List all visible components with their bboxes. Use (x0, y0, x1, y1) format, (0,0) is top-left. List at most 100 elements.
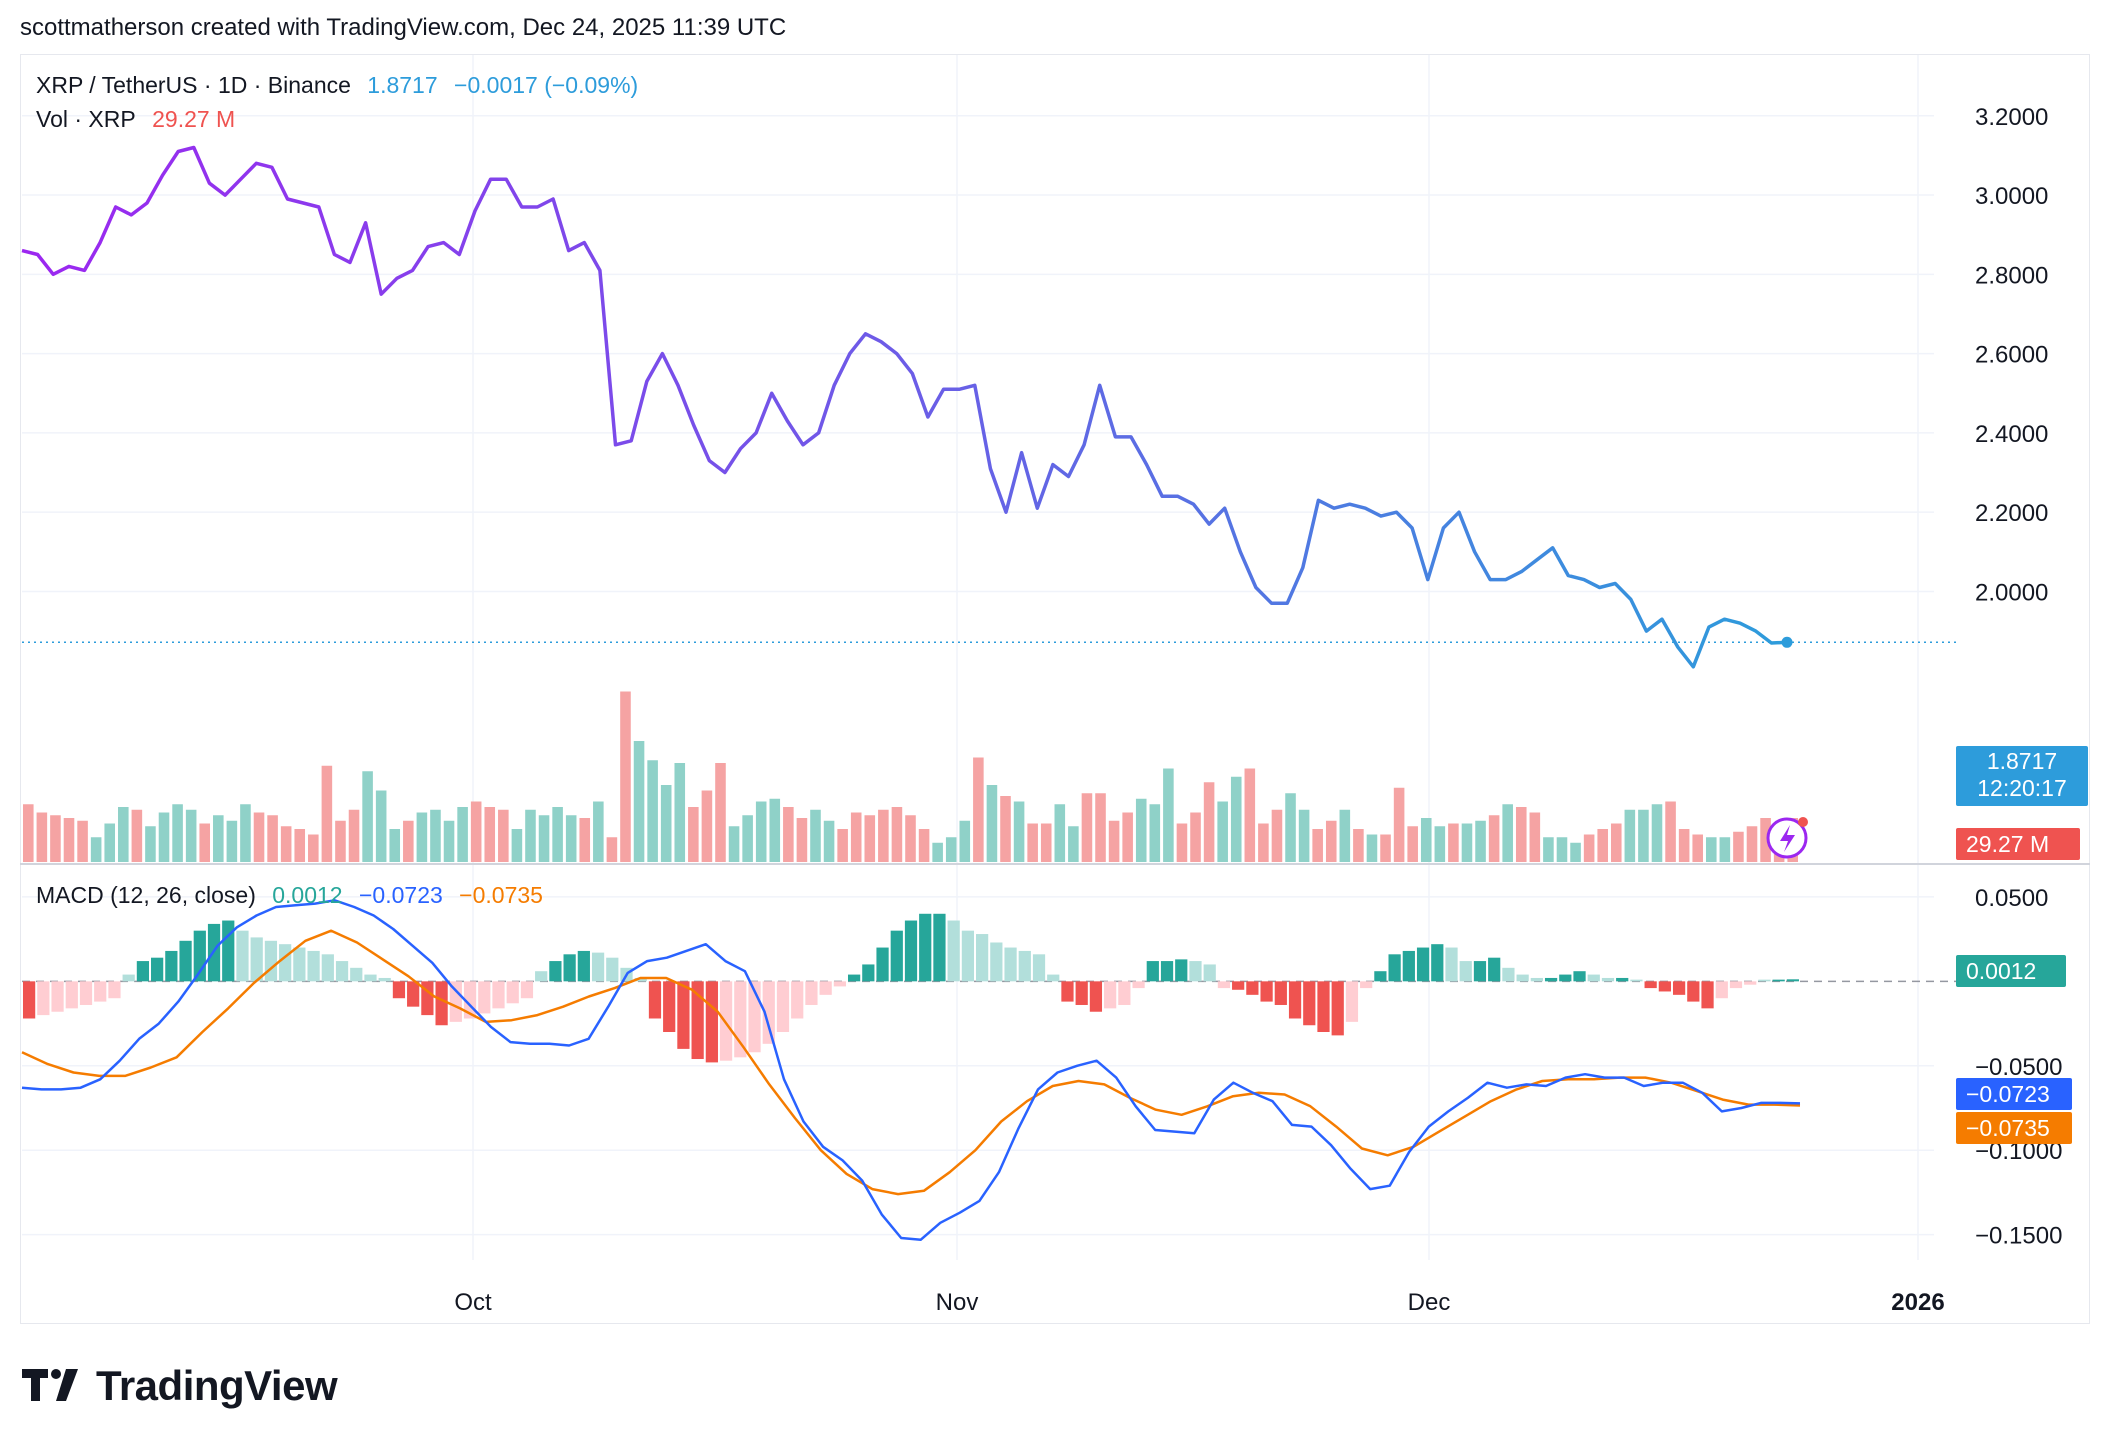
time-axis-label-0: Oct (454, 1289, 492, 1316)
macd-label[interactable]: MACD (12, 26, close) (36, 882, 256, 908)
macd-hist-bar (1587, 974, 1600, 982)
price-axis-label-4: 2.4000 (1975, 421, 2048, 448)
volume-bar (918, 829, 930, 862)
macd-hist-bar (1345, 981, 1359, 1022)
macd-axis-label-3: −0.1500 (1975, 1223, 2062, 1250)
volume-bar (1027, 823, 1038, 862)
tradingview-logo[interactable]: TradingView (22, 1362, 338, 1410)
macd-hist-bar (293, 947, 306, 982)
volume-bar (945, 837, 957, 862)
macd-hist-bar (65, 981, 78, 1009)
macd-hist-bar (94, 981, 107, 1002)
macd-hist-bar (321, 954, 334, 982)
volume-bar (1040, 823, 1052, 862)
macd-hist-bar (1445, 947, 1458, 982)
macd-hist-bar (222, 920, 235, 982)
macd-hist-bar (1089, 981, 1103, 1012)
volume-bar (1217, 801, 1228, 862)
macd-hist-bar (279, 944, 292, 982)
volume-bar (23, 804, 34, 862)
macd-hist-bar (264, 940, 278, 982)
volume-bar (1163, 768, 1174, 862)
price-axis-label-1: 3.0000 (1975, 183, 2048, 210)
volume-bar (308, 834, 319, 862)
volume-bar (1420, 818, 1432, 862)
volume-bar (240, 804, 251, 862)
volume-bar (1380, 834, 1391, 862)
volume-bar (1353, 829, 1364, 862)
macd-hist-bar (805, 981, 818, 1005)
volume-bar (1475, 820, 1486, 862)
macd-hist-value: 0.0012 (272, 882, 343, 908)
volume-bar (1448, 823, 1459, 862)
macd-hist-bar (677, 981, 690, 1049)
macd-hist-bar (663, 981, 676, 1032)
volume-bar (905, 815, 916, 862)
macd-hist-bar (307, 950, 320, 982)
last-price-marker (1781, 636, 1793, 648)
symbol-label[interactable]: XRP / TetherUS · 1D · Binance (36, 72, 351, 98)
volume-bar (375, 790, 387, 862)
price-axis-label-0: 3.2000 (1975, 104, 2048, 131)
volume-bar (1638, 809, 1649, 862)
volume-bar (878, 809, 889, 862)
volume-bar (688, 807, 699, 862)
volume-bar (1556, 837, 1568, 862)
macd-hist-bar (1630, 979, 1643, 982)
volume-bar (538, 815, 550, 862)
macd-hist-bar (250, 937, 263, 982)
volume-bar (457, 807, 468, 862)
macd-hist-bar (1744, 981, 1757, 985)
macd-hist-bar (833, 981, 846, 987)
macd-hist-bar (1075, 981, 1088, 1005)
volume-bar (565, 815, 577, 862)
macd-hist-bar (392, 981, 406, 999)
macd-hist-bar (1288, 981, 1302, 1019)
macd-hist-bar (1132, 981, 1145, 989)
macd-hist-bar (1530, 977, 1543, 982)
volume-bar (796, 818, 808, 862)
volume-label[interactable]: Vol · XRP (36, 106, 136, 132)
volume-bar (213, 815, 224, 862)
macd-hist-bar (136, 961, 150, 982)
macd-hist-bar (1772, 979, 1785, 982)
volume-bar (1298, 809, 1310, 862)
volume-bar (1597, 829, 1608, 862)
volume-bar (131, 809, 143, 862)
macd-hist-bar (563, 954, 576, 982)
volume-bar (1095, 793, 1106, 862)
countdown-value: 12:20:17 (1977, 775, 2067, 801)
macd-hist-bar (1118, 981, 1131, 1005)
macd-hist-bar (1189, 961, 1202, 982)
volume-bar (185, 809, 197, 862)
macd-hist-bar (37, 981, 50, 1016)
macd-hist-bar (1616, 977, 1629, 982)
volume-bar (1570, 842, 1581, 862)
macd-hist-bar (648, 981, 662, 1019)
volume-bar (172, 804, 183, 862)
macd-hist-bar (847, 974, 861, 982)
volume-bar (1271, 809, 1283, 862)
volume-bar (267, 815, 278, 862)
volume-bar (1407, 826, 1418, 862)
macd-hist-bar (1658, 981, 1671, 992)
macd-hist-bar (1672, 981, 1686, 995)
macd-hist-bar (108, 981, 121, 999)
volume-bar (118, 807, 129, 862)
macd-hist-bar (1786, 979, 1799, 982)
macd-line (21, 899, 1801, 1241)
macd-hist-bar (1104, 981, 1117, 1009)
volume-bar (511, 829, 523, 862)
volume-bar (864, 815, 876, 862)
volume-bar (579, 818, 591, 862)
macd-hist-bar (378, 977, 391, 982)
volume-bar (1515, 807, 1527, 862)
macd-hist-bar (1260, 981, 1273, 1002)
macd-hist-bar (1018, 950, 1031, 982)
macd-hist-bar (1388, 954, 1401, 982)
macd-hist-tag: 0.0012 (1956, 955, 2066, 987)
volume-bar (253, 812, 265, 862)
macd-hist-bar (1203, 964, 1216, 982)
volume-bar (443, 820, 455, 862)
